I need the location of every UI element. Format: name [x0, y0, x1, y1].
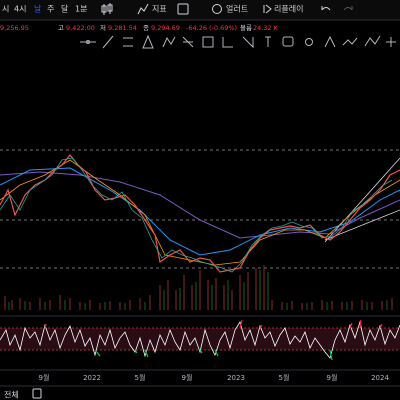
time-label: 5월 [135, 373, 146, 382]
volume-bars [4, 265, 393, 310]
ohlc-high: 9,422.00 [66, 24, 95, 32]
ohlc-close-label: 종 [143, 24, 149, 32]
moving-average [0, 171, 400, 239]
ohlc-open: 9,256.95 [0, 24, 29, 32]
replay-button[interactable]: 리플레이 [274, 4, 303, 14]
moving-average [0, 159, 400, 266]
replay-icon[interactable] [263, 4, 272, 14]
time-label: 9월 [182, 373, 193, 382]
alert-button[interactable]: 얼러트 [226, 4, 248, 14]
range-button[interactable]: 전체 [4, 390, 19, 400]
time-label: 9월 [327, 373, 338, 382]
ohlc-close: 9,294.69 [151, 24, 180, 32]
time-label: 2024 [371, 374, 389, 382]
price-series [0, 154, 400, 273]
level-lines [0, 149, 400, 269]
volume-bars [8, 270, 388, 310]
interval[interactable]: 1분 [75, 5, 87, 14]
alert-icon[interactable] [212, 4, 222, 14]
rsi-band [0, 328, 400, 350]
price-series [0, 157, 393, 273]
trend-lines [324, 157, 400, 243]
time-label: 5월 [279, 373, 290, 382]
ohlc-low: 9,281.54 [108, 24, 137, 32]
interval-selected[interactable]: 날 [34, 4, 42, 14]
indicators-icon[interactable] [137, 3, 149, 15]
moving-average [0, 167, 400, 256]
calendar-icon[interactable] [32, 388, 42, 399]
time-label: 2023 [227, 374, 245, 382]
time-label: 2022 [83, 374, 101, 382]
layout-icon[interactable] [177, 3, 189, 15]
volume-value: 24.32 K [253, 24, 279, 32]
volume-label: 볼륨 [240, 23, 252, 32]
undo-icon[interactable] [321, 6, 331, 11]
time-label: 9월 [39, 373, 50, 382]
interval[interactable]: 달 [61, 5, 69, 14]
ohlc-change: -64.26 (-0.69%) [186, 24, 237, 32]
rsi-oversold [94, 349, 333, 361]
indicators-button[interactable]: 지표 [152, 5, 167, 14]
ohlc-high-label: 고 [58, 24, 64, 32]
rsi-overbought [44, 319, 383, 329]
drawing-toolbar[interactable] [80, 34, 396, 49]
interval[interactable]: 시 [2, 5, 9, 14]
interval[interactable]: 4시 [14, 5, 26, 14]
rsi-line [0, 320, 400, 359]
interval[interactable]: 주 [47, 5, 54, 14]
chart-type-icon[interactable] [101, 3, 113, 15]
ohlc-low-label: 저 [100, 23, 106, 32]
redo-icon[interactable] [343, 6, 353, 11]
toolbar [0, 0, 400, 20]
